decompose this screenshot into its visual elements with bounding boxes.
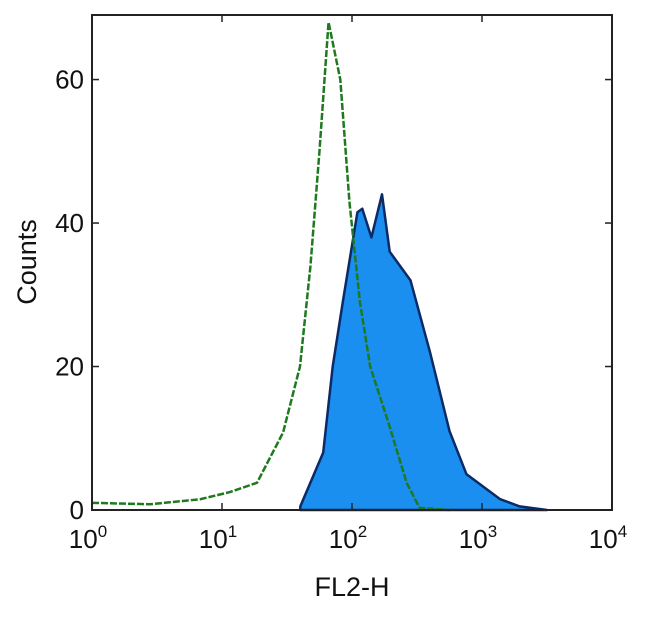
x-tick-label: 103 <box>459 522 497 554</box>
y-tick-label: 40 <box>55 208 84 238</box>
x-tick-label: 100 <box>69 522 107 554</box>
y-tick-label: 0 <box>70 495 84 525</box>
x-tick-label: 101 <box>199 522 237 554</box>
x-tick-label: 104 <box>589 522 627 554</box>
x-tick-label: 102 <box>329 522 367 554</box>
control-histogram-line <box>91 21 450 512</box>
filled-histogram-series <box>299 193 549 512</box>
y-axis-label: Counts <box>12 219 42 305</box>
y-tick-label: 60 <box>55 65 84 95</box>
x-axis-label: FL2-H <box>314 572 389 602</box>
y-tick-label: 20 <box>55 352 84 382</box>
